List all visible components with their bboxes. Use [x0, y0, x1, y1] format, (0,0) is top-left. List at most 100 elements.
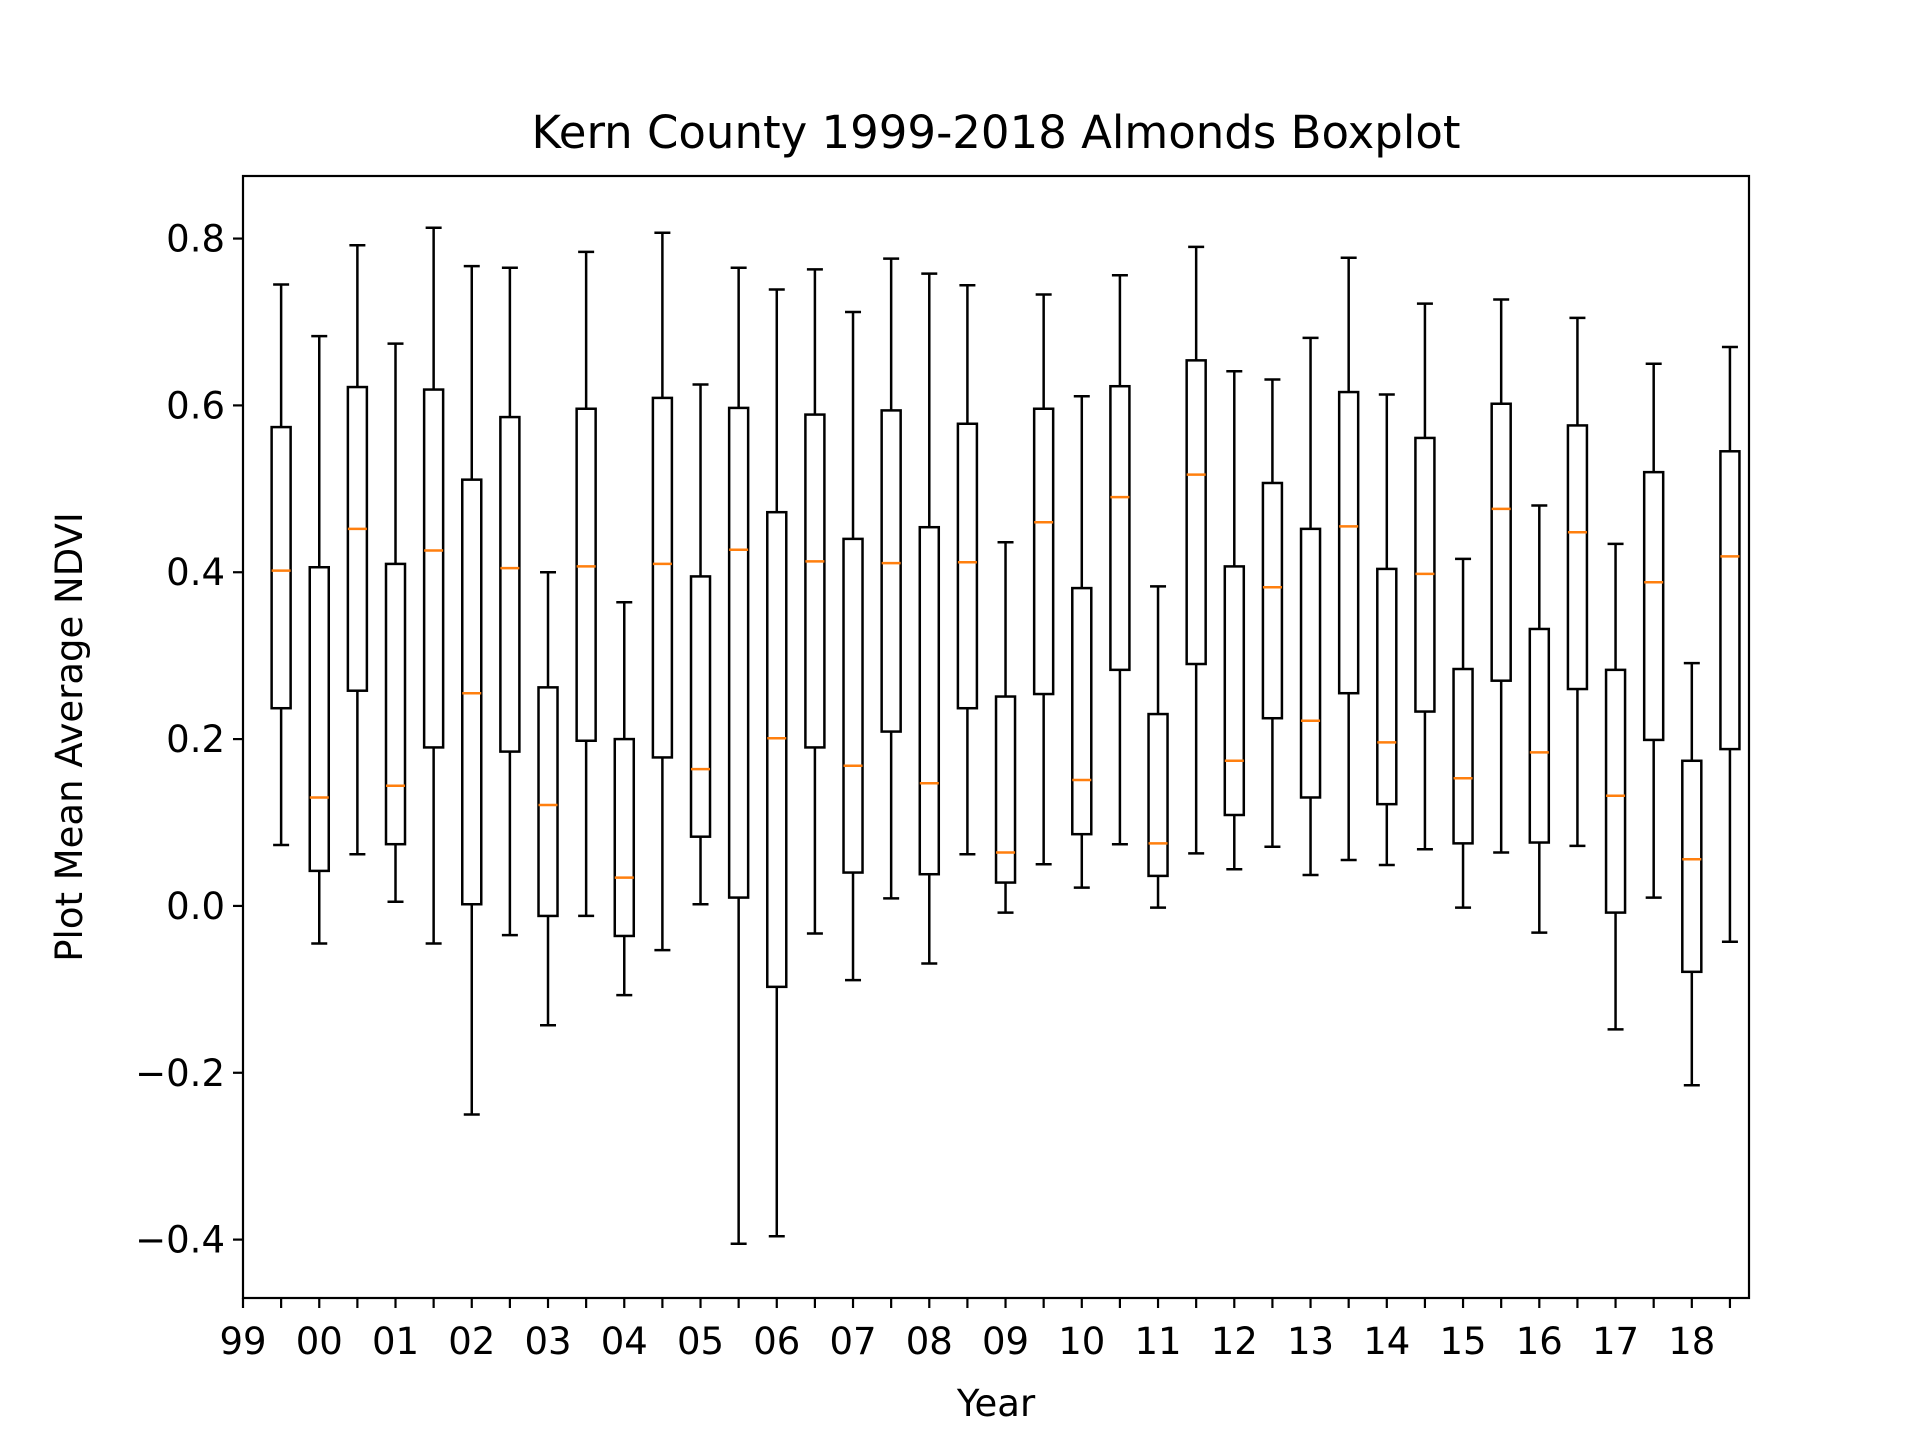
iqr-box	[880, 409, 902, 733]
box-31	[1452, 557, 1474, 909]
iqr-box	[1681, 759, 1703, 974]
y-tick-label: 0.2	[166, 718, 225, 761]
x-tick-label: 12	[1211, 1320, 1258, 1363]
box-1	[308, 334, 331, 945]
x-tick-label: 18	[1668, 1320, 1715, 1363]
x-tick-label: 08	[906, 1320, 953, 1363]
box-36	[1642, 362, 1665, 899]
box-5	[461, 264, 483, 1116]
iqr-box	[1109, 384, 1131, 672]
iqr-box	[575, 407, 597, 743]
iqr-box	[346, 385, 369, 692]
iqr-box	[499, 415, 521, 753]
y-tick-label: −0.2	[135, 1052, 225, 1095]
box-37	[1681, 661, 1703, 1087]
x-tick-label: 07	[829, 1320, 876, 1363]
box-12	[727, 266, 750, 1246]
box-28	[1337, 256, 1360, 862]
iqr-box	[1642, 470, 1665, 742]
x-tick-label: 05	[677, 1320, 724, 1363]
x-tick-label: 04	[601, 1320, 648, 1363]
iqr-box	[842, 537, 864, 874]
x-tick-label: 99	[219, 1320, 266, 1363]
box-17	[918, 272, 941, 965]
iqr-box	[1261, 481, 1284, 720]
y-axis: −0.4 −0.2 0.0 0.2 0.4 0.6 0.8	[135, 218, 243, 1262]
iqr-box	[537, 686, 559, 918]
y-tick-label: 0.6	[166, 384, 225, 427]
box-18	[956, 284, 979, 856]
box-20	[1032, 293, 1055, 866]
box-23	[1147, 585, 1169, 909]
box-34	[1566, 316, 1589, 848]
box-19	[994, 540, 1017, 914]
iqr-box	[1185, 359, 1207, 666]
box-3	[384, 342, 407, 904]
iqr-box	[1337, 390, 1360, 695]
iqr-box	[1032, 407, 1055, 696]
x-tick-label: 13	[1287, 1320, 1334, 1363]
box-13	[766, 288, 788, 1238]
x-tick-label: 06	[753, 1320, 800, 1363]
box-21	[1071, 394, 1093, 889]
y-axis-label: Plot Mean Average NDVI	[48, 512, 91, 962]
iqr-box	[461, 478, 483, 906]
box-8	[575, 250, 597, 918]
box-30	[1414, 302, 1436, 851]
iqr-box	[1223, 565, 1246, 817]
chart-title: Kern County 1999-2018 Almonds Boxplot	[531, 106, 1460, 159]
box-7	[537, 570, 559, 1027]
iqr-box	[422, 388, 445, 749]
iqr-box	[1566, 424, 1589, 691]
iqr-box	[270, 425, 292, 710]
iqr-box	[1719, 450, 1741, 751]
box-35	[1604, 542, 1627, 1031]
x-tick-label: 11	[1134, 1320, 1181, 1363]
box-11	[689, 383, 712, 906]
box-25	[1223, 369, 1246, 871]
iqr-box	[1528, 627, 1551, 844]
x-tick-label: 16	[1516, 1320, 1563, 1363]
box-32	[1490, 298, 1512, 854]
box-10	[651, 231, 674, 952]
iqr-box	[613, 737, 636, 938]
y-tick-label: 0.0	[166, 885, 225, 928]
box-16	[880, 257, 902, 900]
x-tick-label: 01	[372, 1320, 419, 1363]
box-26	[1261, 378, 1284, 848]
box-14	[804, 268, 826, 935]
iqr-box	[1604, 668, 1627, 914]
iqr-box	[956, 422, 979, 710]
iqr-box	[1147, 712, 1169, 878]
x-tick-label: 00	[296, 1320, 343, 1363]
box-15	[842, 310, 864, 982]
iqr-box	[918, 525, 941, 876]
iqr-box	[384, 562, 407, 846]
x-tick-label: 14	[1363, 1320, 1410, 1363]
iqr-box	[1376, 567, 1398, 806]
iqr-box	[308, 565, 331, 873]
box-22	[1109, 274, 1131, 846]
x-axis-label: Year	[956, 1382, 1036, 1425]
box-9	[613, 601, 636, 997]
box-6	[499, 266, 521, 937]
iqr-box	[1490, 402, 1512, 682]
box-24	[1185, 245, 1207, 855]
plot-frame	[241, 174, 1751, 1300]
iqr-box	[994, 695, 1017, 884]
box-0	[270, 283, 292, 847]
iqr-box	[1071, 586, 1093, 836]
x-axis: 99 00 01 02 03 04 05 06 07 08 09 10 11 12 13 14 15 16 17 18	[219, 1298, 1732, 1363]
iqr-box	[1299, 527, 1322, 799]
iqr-box	[1452, 667, 1474, 845]
box-27	[1299, 336, 1322, 877]
boxes	[270, 226, 1741, 1246]
box-4	[422, 226, 445, 945]
y-tick-label: 0.8	[166, 218, 225, 261]
iqr-box	[766, 510, 788, 989]
box-33	[1528, 504, 1551, 934]
iqr-box	[689, 575, 712, 838]
box-29	[1376, 393, 1398, 867]
iqr-box	[804, 413, 826, 749]
